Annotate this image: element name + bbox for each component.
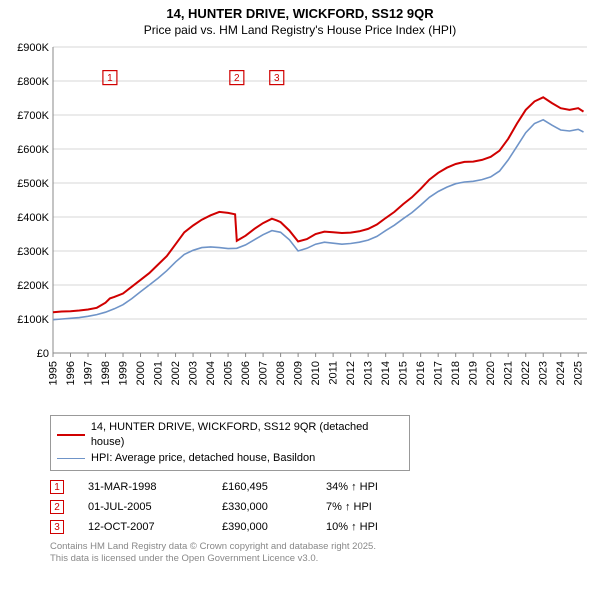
sale-row-date: 01-JUL-2005: [88, 501, 198, 513]
legend-swatch: [57, 434, 85, 436]
x-tick-label: 2009: [292, 361, 304, 385]
y-tick-label: £900K: [17, 42, 49, 54]
page-root: 14, HUNTER DRIVE, WICKFORD, SS12 9QR Pri…: [0, 0, 600, 590]
y-tick-label: £700K: [17, 110, 49, 122]
sale-row-price: £390,000: [222, 521, 302, 533]
x-tick-label: 2022: [520, 361, 532, 385]
legend-row: HPI: Average price, detached house, Basi…: [57, 451, 403, 466]
y-tick-label: £0: [37, 348, 49, 360]
x-tick-label: 2023: [538, 361, 550, 385]
legend-label: HPI: Average price, detached house, Basi…: [91, 451, 315, 466]
x-tick-label: 2005: [222, 361, 234, 385]
y-tick-label: £500K: [17, 178, 49, 190]
x-tick-label: 1997: [82, 361, 94, 385]
x-tick-label: 1996: [65, 361, 77, 385]
y-tick-label: £400K: [17, 212, 49, 224]
x-tick-label: 2014: [380, 361, 392, 385]
sale-row-marker: 1: [50, 480, 64, 494]
x-tick-label: 2003: [187, 361, 199, 385]
x-tick-label: 2015: [397, 361, 409, 385]
x-tick-label: 2018: [450, 361, 462, 385]
legend-row: 14, HUNTER DRIVE, WICKFORD, SS12 9QR (de…: [57, 420, 403, 451]
sale-marker-number: 2: [234, 73, 240, 84]
legend: 14, HUNTER DRIVE, WICKFORD, SS12 9QR (de…: [50, 415, 410, 471]
x-tick-label: 2021: [503, 361, 515, 385]
sale-row-date: 12-OCT-2007: [88, 521, 198, 533]
x-tick-label: 2006: [240, 361, 252, 385]
x-tick-label: 2019: [467, 361, 479, 385]
y-tick-label: £800K: [17, 76, 49, 88]
x-tick-label: 2013: [362, 361, 374, 385]
sale-row-marker: 2: [50, 500, 64, 514]
sale-row: 2 01-JUL-2005 £330,000 7% ↑ HPI: [50, 497, 590, 517]
x-tick-label: 2004: [205, 361, 217, 385]
x-tick-label: 2001: [152, 361, 164, 385]
sale-row-price: £330,000: [222, 501, 302, 513]
x-tick-label: 2000: [135, 361, 147, 385]
sale-row-date: 31-MAR-1998: [88, 481, 198, 493]
sale-row: 1 31-MAR-1998 £160,495 34% ↑ HPI: [50, 477, 590, 497]
x-tick-label: 2011: [327, 361, 339, 385]
x-tick-label: 2017: [432, 361, 444, 385]
footnote-line: This data is licensed under the Open Gov…: [50, 553, 590, 565]
chart-area: £0 £100K £200K £300K £400K £500K £600K £700K £80…: [5, 41, 595, 411]
x-tick-label: 2016: [415, 361, 427, 385]
x-tick-label: 2002: [170, 361, 182, 385]
x-tick-label: 2010: [310, 361, 322, 385]
footnote: Contains HM Land Registry data © Crown c…: [50, 541, 590, 566]
y-tick-label: £100K: [17, 314, 49, 326]
sale-row: 3 12-OCT-2007 £390,000 10% ↑ HPI: [50, 517, 590, 537]
sale-row-delta: 34% ↑ HPI: [326, 481, 426, 493]
sale-marker-table: 1 31-MAR-1998 £160,495 34% ↑ HPI 2 01-JUL-200…: [50, 477, 590, 537]
x-tick-label: 1999: [117, 361, 129, 385]
sale-marker-number: 3: [274, 73, 280, 84]
x-tick-label: 2024: [555, 361, 567, 385]
x-tick-label: 2012: [345, 361, 357, 385]
footnote-line: Contains HM Land Registry data © Crown c…: [50, 541, 590, 553]
chart-subtitle: Price paid vs. HM Land Registry's House …: [0, 23, 600, 41]
y-tick-label: £200K: [17, 280, 49, 292]
legend-swatch: [57, 458, 85, 459]
y-tick-label: £600K: [17, 144, 49, 156]
legend-label: 14, HUNTER DRIVE, WICKFORD, SS12 9QR (de…: [91, 420, 403, 451]
x-tick-label: 1995: [47, 361, 59, 385]
sale-row-price: £160,495: [222, 481, 302, 493]
x-tick-label: 2007: [257, 361, 269, 385]
sale-row-marker: 3: [50, 520, 64, 534]
x-tick-label: 2008: [275, 361, 287, 385]
sale-marker-number: 1: [107, 73, 113, 84]
sale-row-delta: 10% ↑ HPI: [326, 521, 426, 533]
y-tick-label: £300K: [17, 246, 49, 258]
x-tick-label: 2025: [573, 361, 585, 385]
x-tick-label: 2020: [485, 361, 497, 385]
sale-row-delta: 7% ↑ HPI: [326, 501, 426, 513]
x-tick-label: 1998: [100, 361, 112, 385]
chart-title: 14, HUNTER DRIVE, WICKFORD, SS12 9QR: [0, 0, 600, 23]
